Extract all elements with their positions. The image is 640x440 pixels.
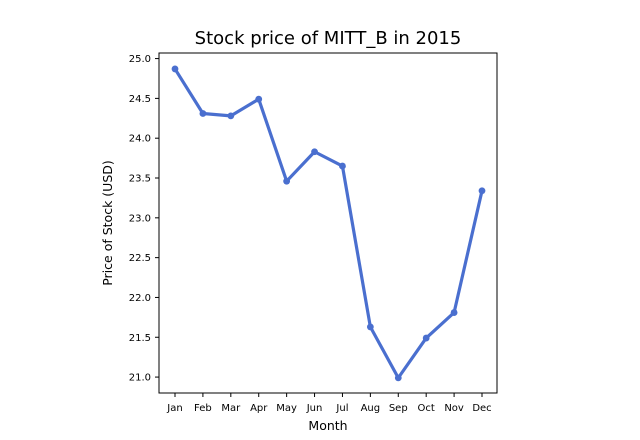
- x-axis-ticks: Jan Feb Mar Apr May Jun Jul Aug Sep Oct Nov Dec: [166, 393, 492, 414]
- data-point-mar: [227, 112, 235, 120]
- x-tick-label: Aug: [361, 403, 381, 414]
- plot-area-frame: [158, 52, 498, 394]
- y-tick-label: 21.0: [129, 373, 151, 384]
- x-tick-label: Dec: [472, 403, 491, 414]
- y-axis-ticks: 21.0 21.5 22.0 22.5 23.0 23.5 24.0 24.5 25.0: [129, 54, 159, 384]
- x-tick-label: May: [276, 403, 297, 414]
- x-axis-label: Month: [308, 418, 347, 433]
- y-tick-label: 24.0: [129, 134, 151, 145]
- data-point-may: [283, 177, 291, 185]
- series-markers: [171, 65, 486, 382]
- data-point-jun: [311, 148, 318, 156]
- y-tick-label: 21.5: [129, 333, 151, 344]
- data-point-feb: [199, 110, 207, 117]
- data-point-aug: [366, 323, 374, 331]
- y-axis-label: Price of Stock (USD): [100, 160, 115, 286]
- y-tick-label: 24.5: [129, 94, 151, 105]
- x-tick-label: Oct: [418, 403, 435, 414]
- y-tick-label: 23.5: [129, 174, 151, 185]
- x-tick-label: Sep: [389, 403, 408, 414]
- y-tick-label: 25.0: [129, 54, 151, 65]
- x-tick-label: Mar: [221, 403, 241, 414]
- y-tick-label: 22.0: [129, 293, 151, 304]
- data-point-sep: [394, 374, 402, 382]
- y-tick-label: 22.5: [129, 253, 151, 264]
- x-tick-label: Jan: [166, 403, 182, 414]
- data-point-jan: [171, 65, 179, 73]
- data-point-apr: [255, 95, 263, 103]
- data-point-jul: [339, 162, 346, 170]
- x-tick-label: Nov: [444, 403, 464, 414]
- x-tick-label: Apr: [250, 403, 268, 414]
- x-tick-label: Feb: [194, 403, 212, 414]
- chart-title: Stock price of MITT_B in 2015: [195, 28, 462, 49]
- data-point-oct: [422, 334, 430, 342]
- x-tick-label: Jul: [335, 403, 348, 414]
- x-tick-label: Jun: [306, 403, 323, 414]
- series-line: [173, 67, 484, 380]
- y-tick-label: 23.0: [129, 213, 151, 224]
- data-point-dec: [478, 187, 486, 195]
- data-point-nov: [450, 309, 458, 316]
